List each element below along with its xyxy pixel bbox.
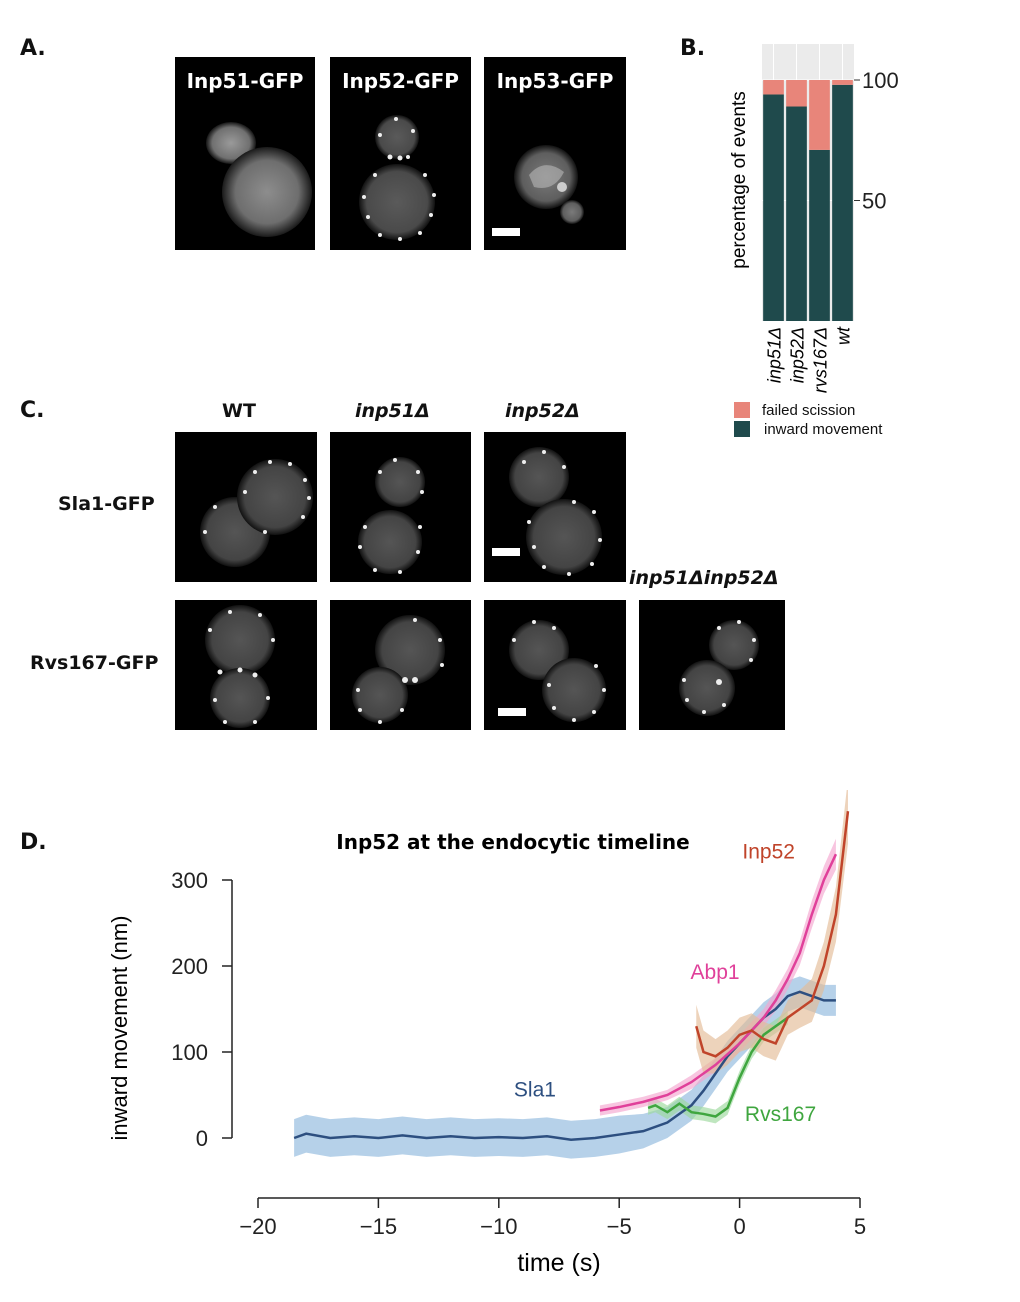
chart-b-bar-inward-movement (763, 94, 784, 322)
chart-d-band-inp52 (696, 790, 848, 1074)
chart-d-title: Inp52 at the endocytic timeline (336, 830, 689, 854)
column-label-inp51: inp51Δ (355, 400, 430, 422)
micrograph-inp51-image (206, 122, 312, 237)
micrograph-inp52: Inp52-GFP (330, 57, 471, 250)
column-label-double: inp51Δinp52Δ (629, 567, 779, 589)
chart-d-y-tick-label: 200 (171, 954, 208, 979)
chart-d-line-rvs167 (647, 1016, 789, 1118)
chart-b-bar-inward-movement (809, 149, 830, 321)
chart-d-x-tick-label: 5 (854, 1214, 866, 1239)
column-label-wt: WT (222, 400, 256, 422)
chart-d: Inp52 at the endocytic timeline 0 100 200 3… (107, 790, 866, 1277)
chart-b-category-label: inp51Δ (765, 327, 785, 383)
chart-d-x-tick-label: −20 (239, 1214, 276, 1239)
chart-d-series-label-inp52: Inp52 (742, 841, 795, 864)
micrograph-rvs167-double (639, 600, 785, 730)
chart-d-series-label-sla1: Sla1 (514, 1079, 556, 1102)
chart-d-band-rvs167 (648, 1010, 788, 1124)
chart-b-tick-label: 100 (862, 68, 899, 93)
chart-d-xlabel: time (s) (517, 1249, 600, 1277)
micrograph-sla1-inp51 (330, 432, 471, 582)
chart-d-line-inp52 (695, 811, 850, 1058)
chart-b-tick-label: 50 (862, 189, 886, 214)
chart-d-series-label-abp1: Abp1 (691, 961, 740, 984)
chart-d-x-tick-label: −10 (480, 1214, 517, 1239)
panel-b-letter: B. (680, 36, 706, 61)
panel-d-letter: D. (20, 830, 47, 855)
micrograph-inp53-label: Inp53-GFP (496, 69, 614, 93)
chart-d-x-tick-label: −5 (607, 1214, 632, 1239)
chart-b-category-label: wt (834, 326, 854, 345)
chart-d-ylabel: inward movement (nm) (107, 916, 132, 1141)
micrograph-rvs167-inp51 (330, 600, 471, 730)
chart-b-legend-swatch (734, 402, 750, 418)
panel-c-letter: C. (20, 398, 45, 423)
micrograph-inp51-label: Inp51-GFP (186, 69, 304, 93)
chart-b-category-label: inp52Δ (788, 327, 808, 383)
micrograph-inp52-image (359, 115, 436, 241)
chart-b: 50 100 inp51Δ inp52Δ rvs167Δ wt percentage o… (729, 44, 899, 438)
micrograph-inp52-label: Inp52-GFP (342, 69, 459, 93)
scale-bar (498, 708, 526, 716)
micrograph-inp51: Inp51-GFP (175, 57, 315, 250)
micrograph-rvs167-inp52 (484, 600, 626, 730)
chart-b-bar-inward-movement (786, 106, 807, 321)
scale-bar (492, 228, 520, 236)
micrograph-inp53-image (514, 145, 584, 224)
chart-b-bar-failed-scission (763, 80, 784, 95)
chart-d-x-tick-label: −15 (360, 1214, 397, 1239)
chart-d-y-tick-label: 300 (171, 868, 208, 893)
chart-d-y-tick-label: 100 (171, 1040, 208, 1065)
chart-b-bar-failed-scission (832, 80, 853, 85)
chart-b-category-label: rvs167Δ (811, 327, 831, 393)
chart-d-y-tick-label: 0 (196, 1126, 208, 1151)
panel-a-letter: A. (20, 36, 46, 61)
micrograph-inp53: Inp53-GFP (484, 57, 626, 250)
micrograph-sla1-inp52 (484, 432, 626, 582)
row-label-sla1: Sla1-GFP (58, 493, 155, 515)
chart-b-ylabel: percentage of events (729, 91, 750, 268)
chart-b-bar-failed-scission (809, 80, 830, 150)
chart-b-legend-label: inward movement (764, 421, 883, 438)
chart-b-legend-swatch (734, 421, 750, 437)
row-label-rvs167: Rvs167-GFP (30, 652, 159, 674)
chart-d-band-sla1 (294, 976, 836, 1159)
micrograph-sla1-wt (175, 432, 317, 582)
chart-d-series-label-rvs167: Rvs167 (745, 1103, 816, 1126)
chart-b-bar-failed-scission (786, 80, 807, 107)
chart-b-bar-inward-movement (832, 84, 853, 321)
scale-bar (492, 548, 520, 556)
chart-b-legend-label: failed scission (762, 402, 855, 419)
chart-d-line-sla1 (293, 990, 836, 1141)
column-label-inp52: inp52Δ (505, 400, 580, 422)
chart-d-x-tick-label: 0 (733, 1214, 745, 1239)
micrograph-rvs167-wt (175, 600, 317, 730)
